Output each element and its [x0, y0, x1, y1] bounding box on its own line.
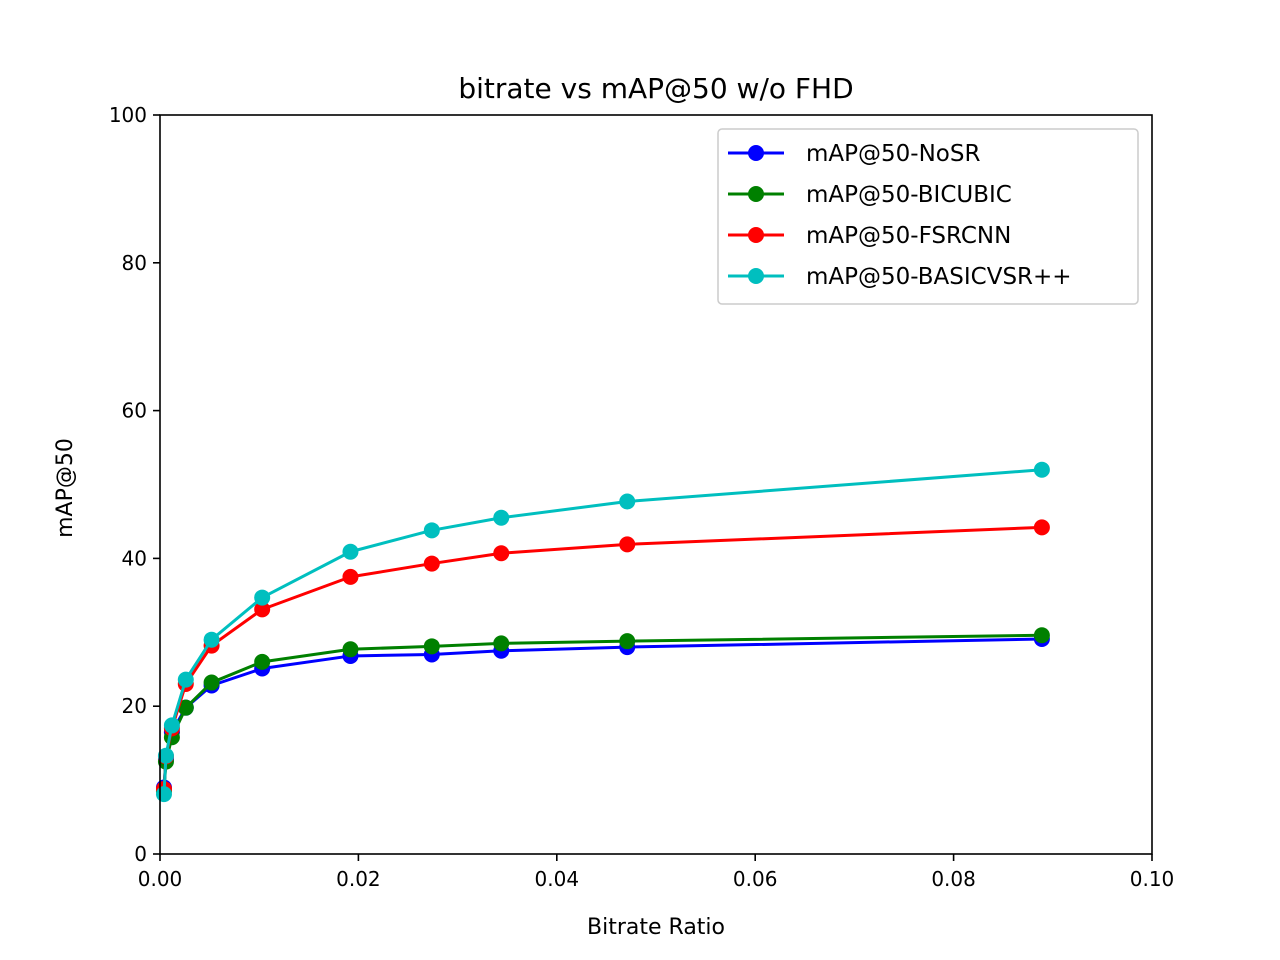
data-point	[254, 601, 271, 618]
x-tick-label: 0.00	[138, 867, 183, 891]
legend-item: mAP@50-NoSR	[728, 141, 980, 167]
legend-item: mAP@50-BASICVSR++	[728, 264, 1072, 290]
data-point	[423, 555, 440, 572]
y-tick-label: 20	[122, 694, 147, 718]
y-axis: 0 20 40 60 80 100	[109, 103, 160, 866]
data-point	[423, 522, 440, 539]
legend-marker	[748, 227, 764, 243]
x-tick-label: 0.08	[931, 867, 976, 891]
plot-area	[155, 461, 1050, 803]
data-point	[342, 641, 359, 658]
y-tick-label: 0	[134, 842, 147, 866]
data-point	[342, 568, 359, 585]
data-point	[1033, 519, 1050, 536]
chart-title: bitrate vs mAP@50 w/o FHD	[458, 72, 853, 105]
data-point	[619, 536, 636, 553]
data-point	[177, 671, 194, 688]
y-tick-label: 40	[122, 546, 147, 570]
legend-label: mAP@50-FSRCNN	[806, 223, 1011, 249]
data-point	[342, 543, 359, 560]
legend-label: mAP@50-BICUBIC	[806, 182, 1012, 208]
legend-label: mAP@50-BASICVSR++	[806, 264, 1072, 290]
data-point	[493, 635, 510, 652]
data-point	[155, 786, 172, 803]
data-point	[1033, 627, 1050, 644]
data-point	[203, 631, 220, 648]
data-point	[493, 545, 510, 562]
data-point	[493, 509, 510, 526]
data-point	[1033, 461, 1050, 478]
data-point	[157, 747, 174, 764]
y-tick-label: 60	[122, 399, 147, 423]
data-point	[619, 633, 636, 650]
x-axis: 0.00 0.02 0.04 0.06 0.08 0.10	[138, 854, 1175, 891]
y-tick-label: 80	[122, 251, 147, 275]
data-point	[619, 493, 636, 510]
y-axis-label: mAP@50	[53, 438, 78, 538]
data-point	[177, 699, 194, 716]
data-point	[254, 653, 271, 670]
legend: mAP@50-NoSR mAP@50-BICUBIC mAP@50-FSRCNN mA…	[717, 128, 1139, 305]
data-point	[163, 717, 180, 734]
data-point	[423, 638, 440, 655]
legend-marker	[748, 186, 764, 202]
legend-item: mAP@50-FSRCNN	[728, 223, 1011, 249]
x-tick-label: 0.10	[1130, 867, 1175, 891]
y-tick-label: 100	[109, 103, 147, 127]
x-tick-label: 0.02	[336, 867, 381, 891]
legend-item: mAP@50-BICUBIC	[728, 182, 1012, 208]
legend-marker	[748, 268, 764, 284]
plot-frame	[159, 114, 1153, 855]
data-point	[203, 674, 220, 691]
data-point	[254, 589, 271, 606]
x-axis-label: Bitrate Ratio	[587, 915, 725, 940]
x-tick-label: 0.04	[535, 867, 580, 891]
legend-label: mAP@50-NoSR	[806, 141, 980, 167]
legend-box	[717, 128, 1139, 305]
series-3	[155, 461, 1050, 803]
legend-marker	[748, 145, 764, 161]
x-tick-label: 0.06	[733, 867, 778, 891]
